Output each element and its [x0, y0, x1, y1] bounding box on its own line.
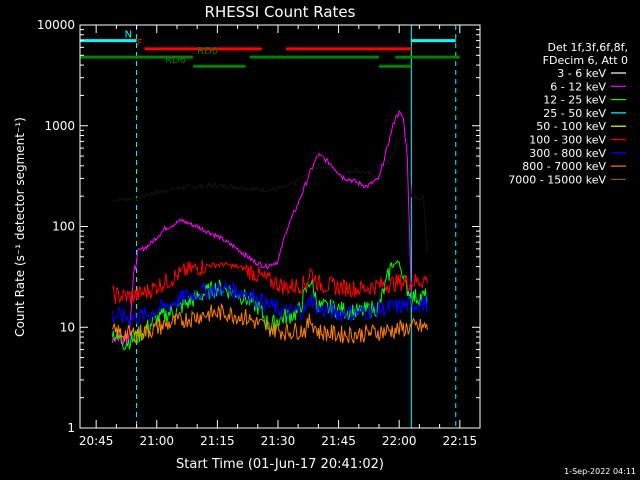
series-line-7 — [111, 280, 428, 326]
x-tick-label: 22:15 — [443, 434, 478, 448]
legend-label-8: 800 - 7000 keV — [522, 160, 606, 173]
legend-label-6: 100 - 300 keV — [529, 134, 606, 147]
y-tick-label: 1000 — [44, 119, 75, 133]
x-axis-label: Start Time (01-Jun-17 20:41:02) — [176, 457, 384, 472]
series-line-1 — [112, 133, 428, 253]
status-label-rd6: RD6 — [165, 55, 186, 66]
axes-layer: 20:45 21:00 21:15 21:30 21:45 22:00 22:15 1 10 10… — [37, 18, 481, 448]
chart-title: RHESSI Count Rates — [205, 3, 356, 21]
legend-label-2: 6 - 12 keV — [550, 80, 606, 93]
series-line-6 — [111, 259, 428, 304]
legend-label-1: 3 - 6 keV — [557, 67, 606, 80]
y-tick-label: 10 — [60, 320, 75, 334]
x-tick-label: 21:00 — [139, 434, 174, 448]
x-tick-label: 20:45 — [79, 434, 114, 448]
legend-header-line-2: FDecim 6, Att 0 — [543, 54, 628, 67]
x-tick-label: 21:30 — [261, 434, 296, 448]
y-tick-label: 100 — [52, 220, 75, 234]
series-line-2 — [111, 109, 412, 346]
x-tick-label: 21:15 — [200, 434, 235, 448]
legend-label-7: 300 - 800 keV — [529, 147, 606, 160]
status-label-n: N — [125, 30, 132, 41]
legend-label-9: 7000 - 15000 keV — [508, 173, 606, 186]
legend-header-line-1: Det 1f,3f,6f,8f, — [547, 41, 628, 54]
x-tick-label: 21:45 — [321, 434, 356, 448]
x-tick-label: 22:00 — [382, 434, 417, 448]
timestamp: 1-Sep-2022 04:11 — [564, 467, 636, 476]
y-tick-label: 1 — [67, 421, 75, 435]
y-tick-label: 10000 — [37, 18, 75, 32]
status-label-rd0: RD0 — [197, 46, 218, 57]
status-label-f: F — [137, 38, 143, 49]
series-line-8 — [111, 302, 428, 344]
legend-label-5: 50 - 100 keV — [536, 120, 606, 133]
y-axis-label: Count Rate (s⁻¹ detector segment⁻¹) — [13, 117, 27, 337]
legend-label-3: 12 - 25 keV — [543, 94, 606, 107]
data-layer: NF RD0 RD6 — [79, 25, 460, 428]
legend-label-4: 25 - 50 keV — [543, 107, 606, 120]
